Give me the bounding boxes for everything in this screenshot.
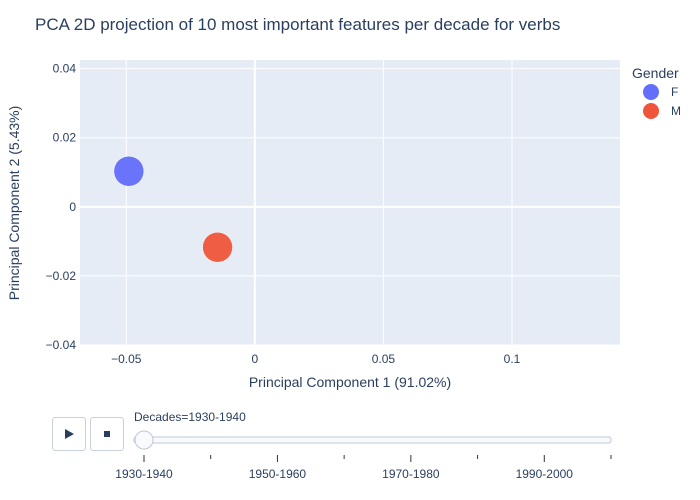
y-axis-title: Principal Component 2 (5.43%): [6, 106, 22, 301]
legend-label-M: M: [671, 104, 681, 118]
stop-icon: [104, 431, 110, 437]
stop-button[interactable]: [90, 417, 124, 451]
legend-label-F: F: [671, 85, 678, 99]
point-M: [202, 231, 233, 263]
plot-area: [80, 60, 620, 345]
x-tick-label: −0.05: [111, 352, 142, 366]
y-tick-label: −0.02: [46, 269, 77, 283]
y-tick-label: 0.02: [53, 131, 77, 145]
point-F: [113, 155, 145, 187]
legend-marker-M: [643, 103, 659, 119]
data-points: [113, 155, 233, 263]
slider-step-label[interactable]: 1970-1980: [382, 467, 440, 481]
play-icon: [65, 429, 74, 439]
slider-step-label[interactable]: 1930-1940: [115, 467, 173, 481]
slider-handle[interactable]: [134, 430, 154, 450]
slider-step-label[interactable]: 1990-2000: [516, 467, 574, 481]
x-tick-label: 0.05: [372, 352, 396, 366]
slider-step-label[interactable]: 1950-1960: [249, 467, 307, 481]
y-tick-label: 0.04: [53, 62, 77, 76]
axis-ticks: −0.05 0 0.05 0.1 −0.04 −0.02 0 0.02 0.04: [46, 62, 521, 366]
slider-current-label: Decades=1930-1940: [134, 410, 246, 424]
x-tick-label: 0: [252, 352, 259, 366]
legend: FM: [643, 84, 681, 119]
play-button[interactable]: [52, 417, 86, 451]
chart-title: PCA 2D projection of 10 most important f…: [35, 15, 560, 34]
legend-title: Gender: [632, 65, 679, 81]
legend-marker-F: [643, 84, 659, 100]
grid: [80, 60, 620, 346]
y-tick-label: 0: [69, 200, 76, 214]
slider[interactable]: 1930-1940 1950-1960 1970-1980 1990-2000: [115, 430, 612, 481]
slider-rail[interactable]: [133, 436, 612, 444]
y-tick-label: −0.04: [46, 338, 77, 352]
x-axis-title: Principal Component 1 (91.02%): [249, 374, 451, 390]
x-tick-label: 0.1: [504, 352, 521, 366]
